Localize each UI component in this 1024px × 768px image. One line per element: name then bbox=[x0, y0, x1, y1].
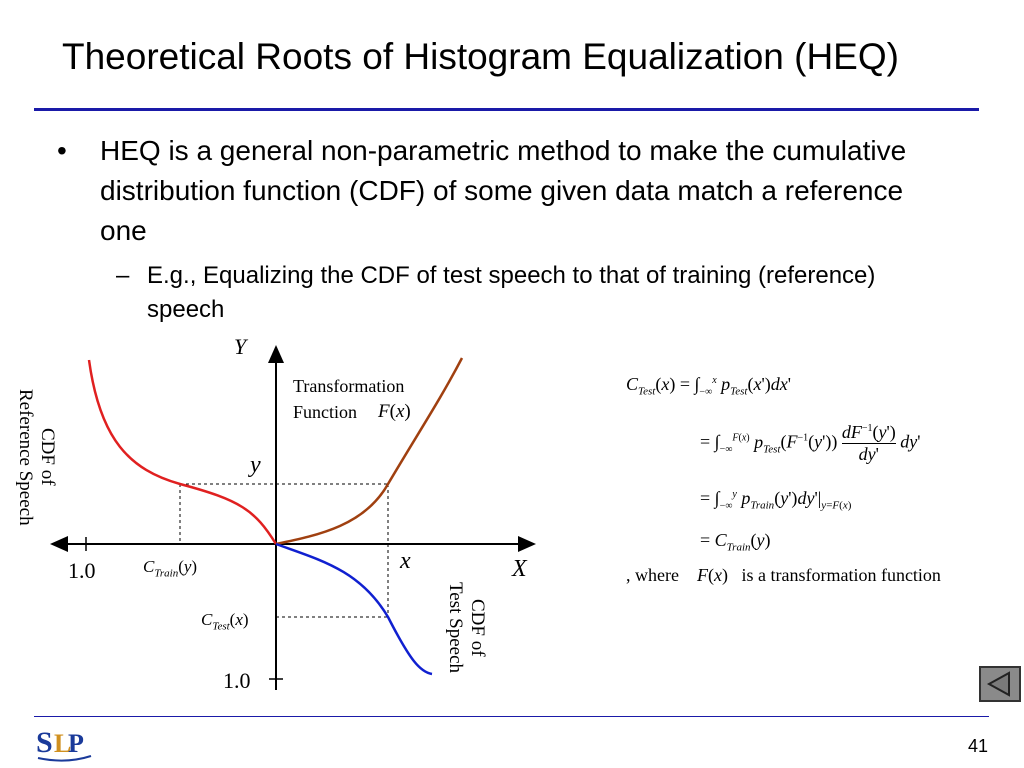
axis-X-label: X bbox=[512, 556, 527, 582]
equation-line-1: CTest(x) = ∫−∞x pTest(x')dx' bbox=[626, 374, 791, 398]
test-cdf-curve bbox=[275, 542, 433, 676]
equation-line-2: = ∫−∞F(x) pTest(F−1(y')) dF−1(y') dy' dy' bbox=[700, 422, 921, 464]
transformation-curve bbox=[275, 357, 464, 546]
bullet-marker: • bbox=[57, 135, 67, 166]
left-tick-label: 1.0 bbox=[68, 558, 96, 583]
ctest-label: CTest(x) bbox=[201, 610, 249, 633]
sub-bullet-marker: – bbox=[116, 262, 130, 289]
footer-divider bbox=[34, 716, 989, 717]
slp-logo: S L P bbox=[36, 726, 92, 762]
equation-line-3: = ∫−∞y pTrain(y')dy'|y=F(x) bbox=[700, 488, 852, 512]
title-divider bbox=[34, 108, 979, 111]
x-value-label: x bbox=[400, 548, 411, 574]
back-arrow-icon bbox=[986, 671, 1010, 697]
svg-text:S: S bbox=[36, 726, 53, 759]
reference-cdf-curve bbox=[87, 359, 278, 545]
svg-text:P: P bbox=[68, 729, 84, 758]
reference-cdf-label: CDF of Reference Speech bbox=[15, 388, 58, 526]
bottom-tick-label: 1.0 bbox=[223, 668, 251, 693]
ctrain-label: CTrain(y) bbox=[143, 557, 198, 580]
slide-title: Theoretical Roots of Histogram Equalizat… bbox=[62, 36, 899, 77]
equation-where: , where F(x) is a transformation functio… bbox=[626, 565, 941, 585]
transform-Fx: F(x) bbox=[378, 401, 411, 422]
transform-label-1: Transformation bbox=[293, 376, 405, 396]
sub-bullet: – E.g., Equalizing the CDF of test speec… bbox=[116, 259, 896, 327]
y-value-label: y bbox=[250, 452, 261, 478]
transform-label-2: Function bbox=[293, 402, 358, 422]
equation-line-4: = CTrain(y) bbox=[700, 530, 771, 554]
bullet-text: HEQ is a general non-parametric method t… bbox=[100, 135, 907, 246]
sub-bullet-text: E.g., Equalizing the CDF of test speech … bbox=[147, 262, 876, 323]
svg-text:L: L bbox=[54, 729, 71, 758]
main-bullet: • HEQ is a general non-parametric method… bbox=[57, 131, 937, 251]
page-number: 41 bbox=[968, 736, 989, 756]
axis-Y-label: Y bbox=[234, 334, 247, 359]
test-cdf-label: CDF of Test Speech bbox=[445, 582, 488, 674]
previous-slide-button[interactable] bbox=[979, 666, 1021, 702]
